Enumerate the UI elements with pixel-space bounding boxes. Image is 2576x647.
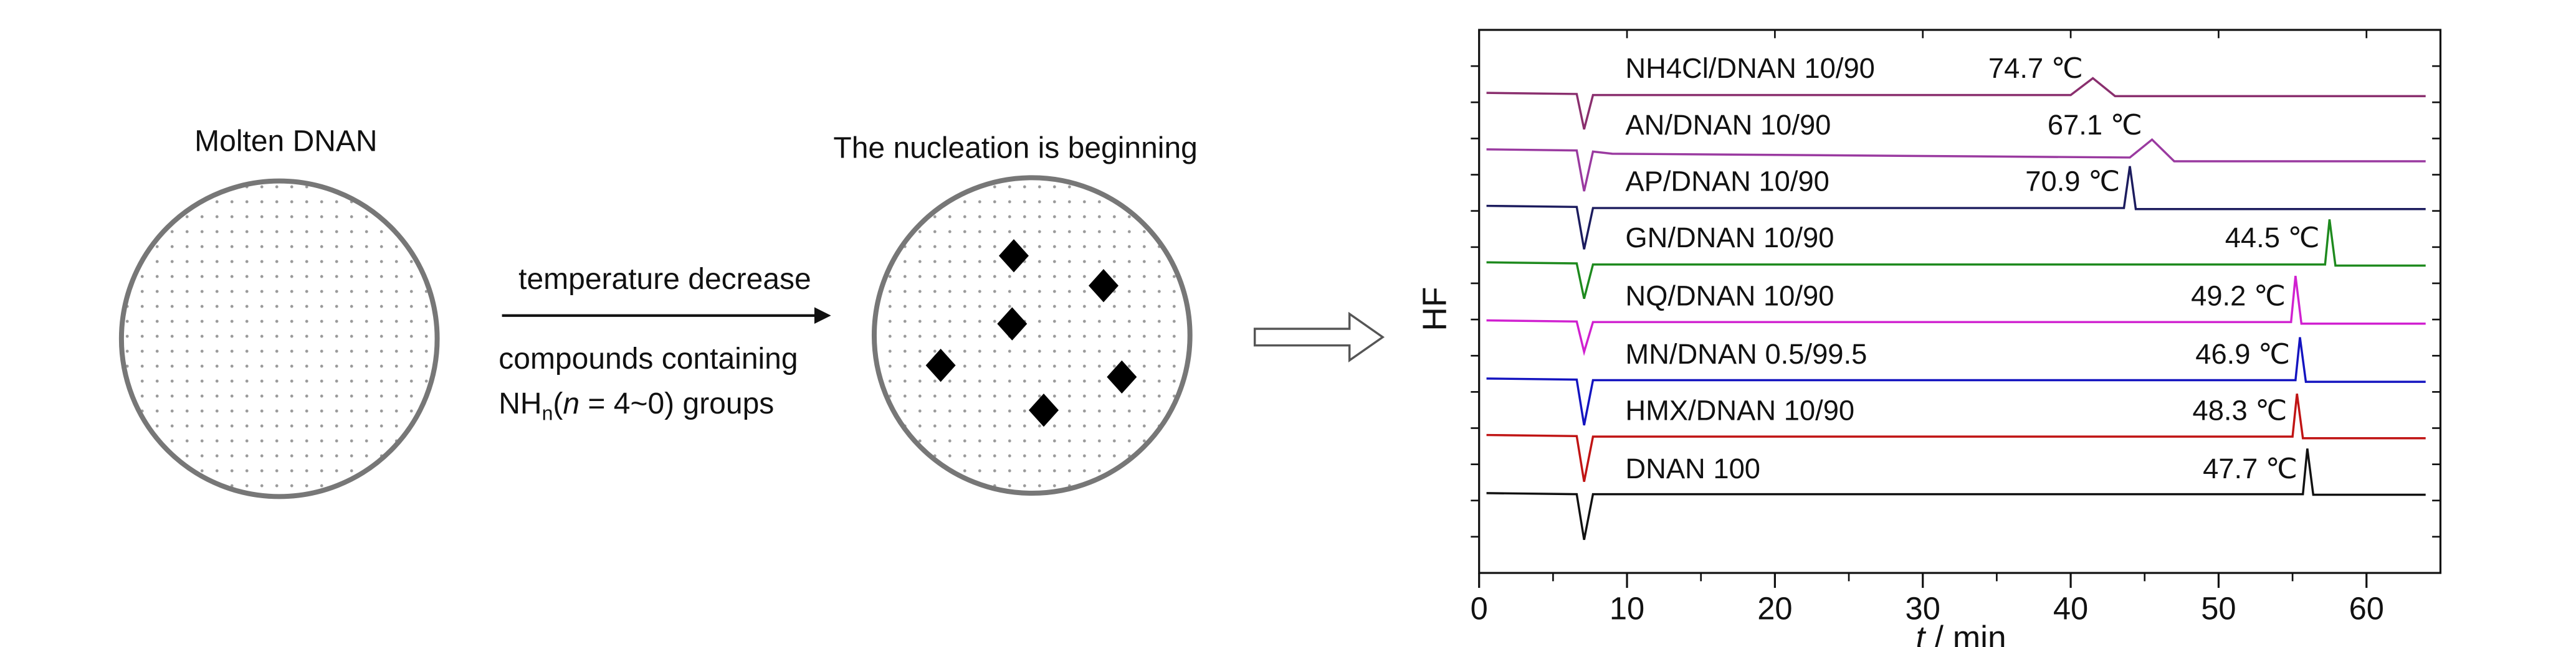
arrow-bottom-1: compounds containing	[499, 342, 798, 375]
arrow-top-text: temperature decrease	[518, 263, 811, 296]
text-italic: n	[563, 387, 580, 420]
nucleus	[1107, 360, 1137, 394]
arrow-head	[814, 307, 831, 324]
x-label-var: t	[1915, 620, 1926, 647]
peak-label: 49.2 ℃	[2191, 280, 2286, 312]
text-part: (	[553, 387, 563, 420]
text-sub: n	[542, 402, 553, 425]
nucleus	[1088, 269, 1119, 303]
series-label: AN/DNAN 10/90	[1625, 109, 1831, 141]
series-label: GN/DNAN 10/90	[1625, 222, 1834, 253]
chart: HF t / min 0 10 20 30 40 50 60 NH4Cl/DNAN 10/90…	[1416, 29, 2442, 647]
x-tick-label: 40	[2053, 591, 2088, 626]
nucleus	[1028, 394, 1059, 427]
x-tick-label: 20	[1757, 591, 1792, 626]
nucleation-circle	[871, 175, 1193, 496]
x-tick-label: 60	[2349, 591, 2384, 626]
series-label: AP/DNAN 10/90	[1625, 166, 1829, 197]
peak-label: 46.9 ℃	[2195, 338, 2290, 370]
molten-circle	[118, 178, 440, 499]
diagram: Molten DNAN temperature decrease compoun…	[118, 125, 1385, 499]
nucleus	[997, 307, 1028, 341]
arrow-bottom-2: NHn(n = 4~0) groups	[499, 387, 774, 425]
peak-label: 74.7 ℃	[1988, 52, 2083, 84]
y-axis-label: HF	[1416, 286, 1453, 331]
series-label: NH4Cl/DNAN 10/90	[1625, 52, 1875, 84]
hf-curve	[1486, 166, 2426, 250]
hf-curve	[1486, 448, 2426, 541]
x-tick-label: 30	[1906, 591, 1940, 626]
x-tick-label: 50	[2201, 591, 2236, 626]
series-label: MN/DNAN 0.5/99.5	[1625, 338, 1867, 370]
text-part: NH	[499, 387, 541, 420]
peak-label: 48.3 ℃	[2192, 395, 2287, 427]
hf-curve	[1486, 394, 2426, 482]
series-label: HMX/DNAN 10/90	[1625, 395, 1854, 427]
peak-label: 67.1 ℃	[2048, 109, 2142, 141]
right-title: The nucleation is beginning	[833, 131, 1197, 164]
hf-curve	[1486, 219, 2426, 300]
text-part: = 4~0) groups	[580, 387, 774, 420]
peak-label: 47.7 ℃	[2203, 453, 2297, 484]
hf-curve	[1486, 77, 2426, 130]
x-label-unit: / min	[1925, 620, 2006, 647]
left-title: Molten DNAN	[194, 125, 377, 158]
series-label: NQ/DNAN 10/90	[1625, 280, 1834, 312]
hf-curve	[1486, 275, 2426, 356]
x-axis-label: t / min	[1915, 620, 2006, 647]
plot-frame	[1478, 29, 2442, 574]
nuclei	[925, 239, 1137, 427]
x-tick-label: 0	[1471, 591, 1488, 626]
x-tick-label: 10	[1610, 591, 1644, 626]
nucleus	[998, 239, 1029, 273]
hollow-arrow	[1253, 311, 1385, 363]
hf-curve	[1486, 138, 2426, 192]
peak-label: 70.9 ℃	[2025, 166, 2120, 197]
peak-label: 44.5 ℃	[2225, 222, 2320, 253]
series-label: DNAN 100	[1625, 453, 1760, 484]
hf-curve	[1486, 337, 2426, 426]
